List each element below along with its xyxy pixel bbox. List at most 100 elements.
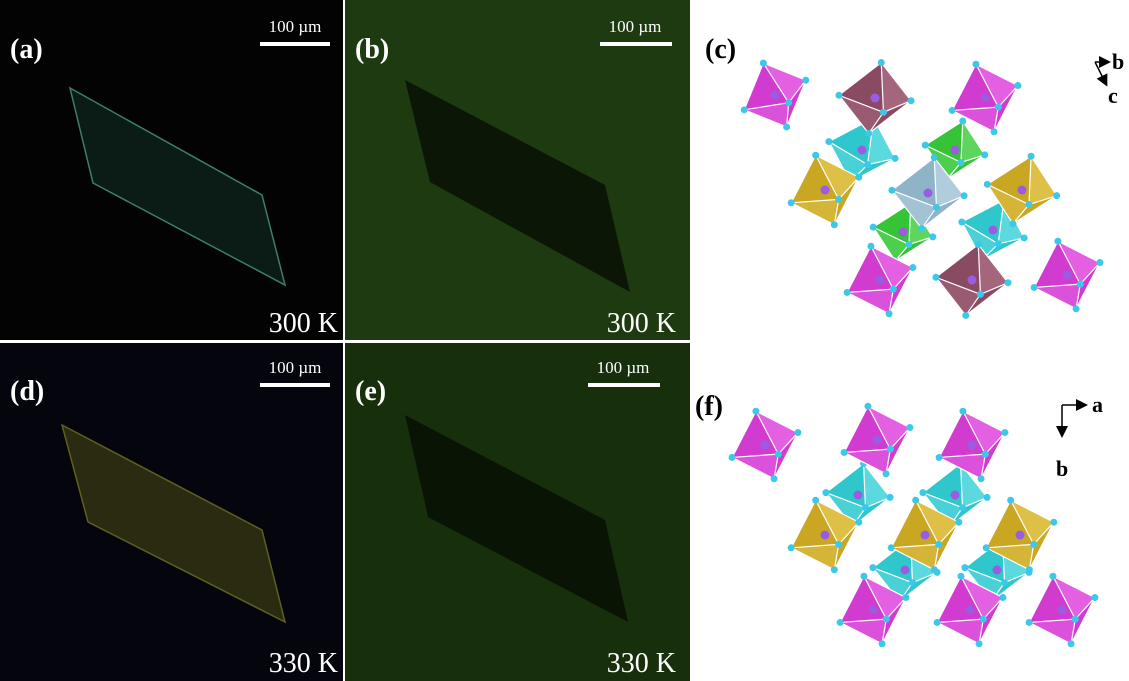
edge	[889, 427, 911, 450]
vertex-atom	[860, 572, 868, 580]
edge	[844, 448, 891, 454]
edge	[788, 79, 807, 104]
center-atom	[760, 440, 770, 450]
center-atom	[1017, 185, 1027, 195]
center-atom	[875, 275, 885, 285]
edge	[1004, 571, 1030, 584]
panel-label: (b)	[355, 34, 389, 65]
vertex-atom	[888, 186, 896, 194]
center-atom	[853, 490, 863, 500]
temperature: 330 K	[607, 648, 676, 679]
vertex-atom	[918, 224, 926, 232]
center-atom	[950, 490, 960, 500]
vertex-atom	[825, 138, 833, 146]
center-atom	[820, 185, 830, 195]
edge	[975, 63, 999, 108]
face	[847, 289, 894, 314]
edge	[936, 195, 965, 208]
center-atom	[923, 188, 933, 198]
vertex-atom	[990, 128, 998, 136]
vertex-atom	[886, 493, 894, 501]
vertex-atom	[759, 59, 767, 67]
center-atom	[870, 93, 880, 103]
face	[1028, 156, 1057, 205]
center-atom	[965, 605, 975, 615]
vertex-atom	[774, 450, 782, 458]
vertex-atom	[886, 445, 894, 453]
edge	[1028, 195, 1057, 206]
center-atom	[872, 435, 882, 445]
face	[844, 449, 891, 474]
vertex-atom	[957, 572, 965, 580]
panel-label: (f)	[695, 391, 723, 422]
edge	[987, 183, 1030, 206]
center-atom	[770, 90, 780, 100]
vertex-atom	[972, 60, 980, 68]
edge	[922, 492, 963, 509]
axis-arrow	[1094, 61, 1108, 87]
vertex-atom	[740, 106, 748, 114]
edge	[961, 221, 999, 245]
axis-label: a	[1092, 392, 1103, 417]
edge	[984, 432, 1006, 455]
vertex-atom	[959, 117, 967, 125]
vertex-atom	[1071, 615, 1079, 623]
axis-label: b	[1112, 49, 1124, 74]
edge	[892, 267, 914, 290]
vertex-atom	[983, 493, 991, 501]
vertex-atom	[787, 199, 795, 207]
center-atom	[967, 440, 977, 450]
vertex-atom	[999, 594, 1007, 602]
vertex-atom	[982, 544, 990, 552]
edge	[937, 618, 984, 624]
edge	[847, 288, 894, 294]
face	[791, 544, 839, 570]
vertex-atom	[836, 618, 844, 626]
edge	[865, 496, 891, 509]
center-atom	[980, 93, 990, 103]
face	[935, 277, 981, 316]
scale-bar-label: 100 µm	[269, 17, 322, 36]
vertex-atom	[907, 97, 915, 105]
vertex-atom	[864, 161, 872, 169]
vertex-atom	[935, 540, 943, 548]
vertex-atom	[867, 242, 875, 250]
vertex-atom	[961, 564, 969, 572]
vertex-atom	[975, 640, 983, 648]
center-atom	[868, 605, 878, 615]
vertex-atom	[822, 489, 830, 497]
vertex-atom	[1030, 540, 1038, 548]
edge	[885, 449, 891, 474]
vertex-atom	[974, 241, 982, 249]
vertex-atom	[1053, 192, 1061, 200]
vertex-atom	[959, 504, 967, 512]
edge	[915, 499, 940, 545]
vertex-atom	[1001, 579, 1009, 587]
center-atom	[900, 565, 910, 575]
edge	[1033, 521, 1055, 545]
panel-label: (a)	[10, 34, 43, 65]
face	[872, 567, 913, 602]
face	[891, 190, 937, 229]
vertex-atom	[1072, 305, 1080, 313]
face	[873, 227, 909, 261]
vertex-atom	[877, 59, 885, 67]
edge	[825, 492, 866, 509]
edge	[888, 289, 894, 314]
vertex-atom	[878, 640, 886, 648]
vertex-atom	[935, 453, 943, 461]
face	[732, 454, 779, 479]
temperature: 300 K	[607, 308, 676, 339]
face	[978, 244, 1009, 295]
edge	[1028, 544, 1035, 570]
edge	[933, 544, 940, 570]
edge	[867, 405, 891, 450]
vertex-atom	[1004, 279, 1012, 287]
edge	[777, 432, 799, 455]
face	[863, 463, 891, 508]
edge	[862, 463, 867, 508]
vertex-atom	[1025, 566, 1033, 574]
edge	[998, 237, 1025, 245]
edge	[840, 618, 887, 624]
edge	[908, 236, 933, 246]
